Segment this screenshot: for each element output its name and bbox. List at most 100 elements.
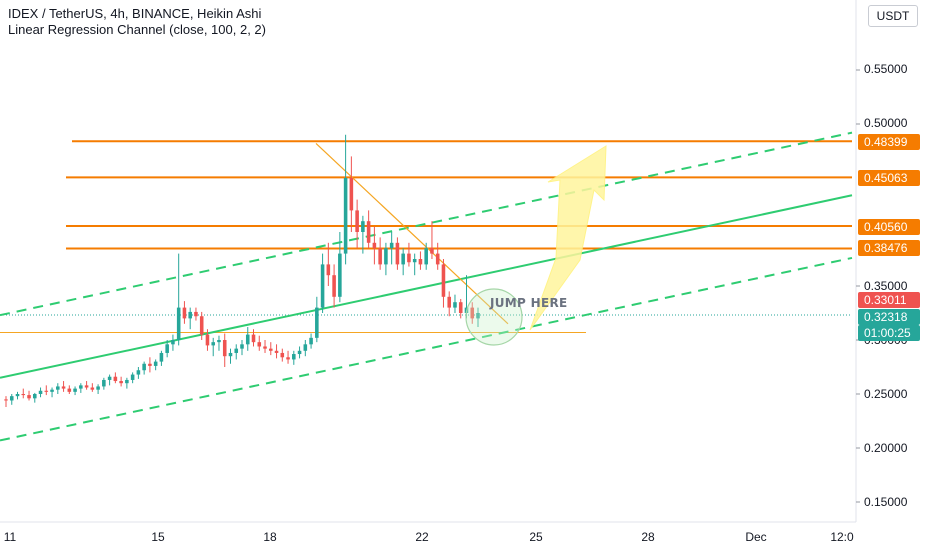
candle-body (21, 394, 26, 396)
candle-body (412, 259, 417, 263)
candle-body (217, 340, 221, 343)
y-tick-label: 0.35000 (864, 279, 908, 293)
candle-body (199, 316, 204, 335)
candle-body (73, 388, 77, 392)
chart-legend: IDEX / TetherUS, 4h, BINANCE, Heikin Ash… (8, 6, 266, 38)
candle-body (389, 242, 394, 249)
candle-body (458, 302, 463, 313)
candle-body (441, 264, 446, 297)
jump-here-circle (465, 288, 523, 346)
y-tick-label: 0.50000 (864, 116, 908, 130)
candle-body (343, 178, 348, 254)
candle-body (326, 264, 331, 276)
level-tag-45063: 0.45063 (858, 170, 920, 186)
candle-body (228, 352, 233, 357)
currency-selector-button[interactable]: USDT (868, 5, 918, 27)
x-tick-label: 25 (529, 530, 543, 544)
level-tag-40560: 0.40560 (858, 219, 920, 235)
x-tick-label: 22 (415, 530, 429, 544)
candle-body (96, 386, 100, 390)
candle-body (205, 334, 210, 346)
candle-body (153, 361, 158, 366)
candle-body (102, 379, 106, 387)
level-tag-48399: 0.48399 (858, 134, 920, 150)
bar-countdown-tag: 01:00:25 (858, 325, 920, 341)
descending-trendline (315, 143, 509, 325)
candle-body (159, 352, 164, 362)
candle-body (194, 311, 198, 317)
candle-body (338, 253, 342, 297)
candle-body (395, 242, 400, 265)
candle-body (171, 340, 175, 345)
candle-body (38, 390, 43, 394)
candle-body (61, 386, 66, 389)
candle-body (130, 374, 135, 380)
candle-body (378, 248, 382, 265)
candle-body (211, 342, 216, 346)
candle-body (384, 248, 388, 265)
y-tick-label: 0.25000 (864, 387, 908, 401)
candle-body (274, 350, 279, 353)
candle-body (361, 221, 365, 232)
x-tick-label: 18 (263, 530, 277, 544)
y-tick-label: 0.55000 (864, 62, 908, 76)
candle-body (182, 307, 187, 319)
regression-midline (0, 194, 853, 379)
candle-body (188, 311, 192, 319)
candle-body (286, 357, 290, 360)
indicator-title: Linear Regression Channel (close, 100, 2… (8, 22, 266, 37)
last-price-tag: 0.32318 (858, 309, 920, 325)
level-tag-38476: 0.38476 (858, 240, 920, 256)
candle-body (32, 394, 37, 399)
regression-lower-band (0, 256, 853, 442)
candle-body (136, 370, 141, 375)
candle-body (309, 337, 313, 345)
jump-here-annotation: JUMP HERE (490, 296, 568, 310)
candle-body (292, 354, 296, 360)
candle-body (372, 242, 377, 249)
candle-body (119, 381, 123, 384)
candle-body (4, 399, 8, 401)
candle-body (113, 376, 118, 382)
candle-body (15, 394, 20, 397)
candle-body (222, 340, 227, 357)
candle-body (470, 307, 475, 319)
candle-body (407, 253, 411, 263)
x-tick-label: 15 (151, 530, 165, 544)
candle-body (315, 307, 319, 338)
candle-body (176, 307, 181, 340)
candle-body (240, 344, 244, 349)
candle-body (268, 348, 273, 351)
candle-body (90, 387, 95, 390)
candle-body (107, 376, 112, 380)
candle-body (476, 313, 480, 319)
candle-body (67, 388, 72, 392)
candle-body (257, 342, 262, 347)
candle-body (366, 221, 371, 243)
candle-body (303, 344, 308, 351)
x-tick-label: 11 (3, 530, 17, 544)
candle-body (401, 253, 405, 265)
candle-body (142, 363, 146, 371)
candle-body (56, 386, 60, 390)
candle-body (430, 248, 434, 254)
x-tick-label: 12:0 (830, 530, 854, 544)
y-tick-label: 0.15000 (864, 495, 908, 509)
candle-body (148, 363, 152, 366)
y-tick-label: 0.20000 (864, 441, 908, 455)
candle-body (263, 346, 267, 349)
candle-body (435, 253, 440, 265)
x-tick-label: 28 (641, 530, 655, 544)
candle-body (234, 348, 239, 353)
candle-body (251, 334, 256, 343)
candle-body (320, 264, 325, 308)
candle-body (453, 302, 457, 308)
candle-body (9, 396, 14, 401)
prev-close-tag: 0.33011 (858, 292, 920, 308)
candle-body (418, 259, 423, 265)
candle-body (84, 385, 89, 388)
candle-body (27, 395, 31, 399)
candle-body (424, 248, 428, 265)
